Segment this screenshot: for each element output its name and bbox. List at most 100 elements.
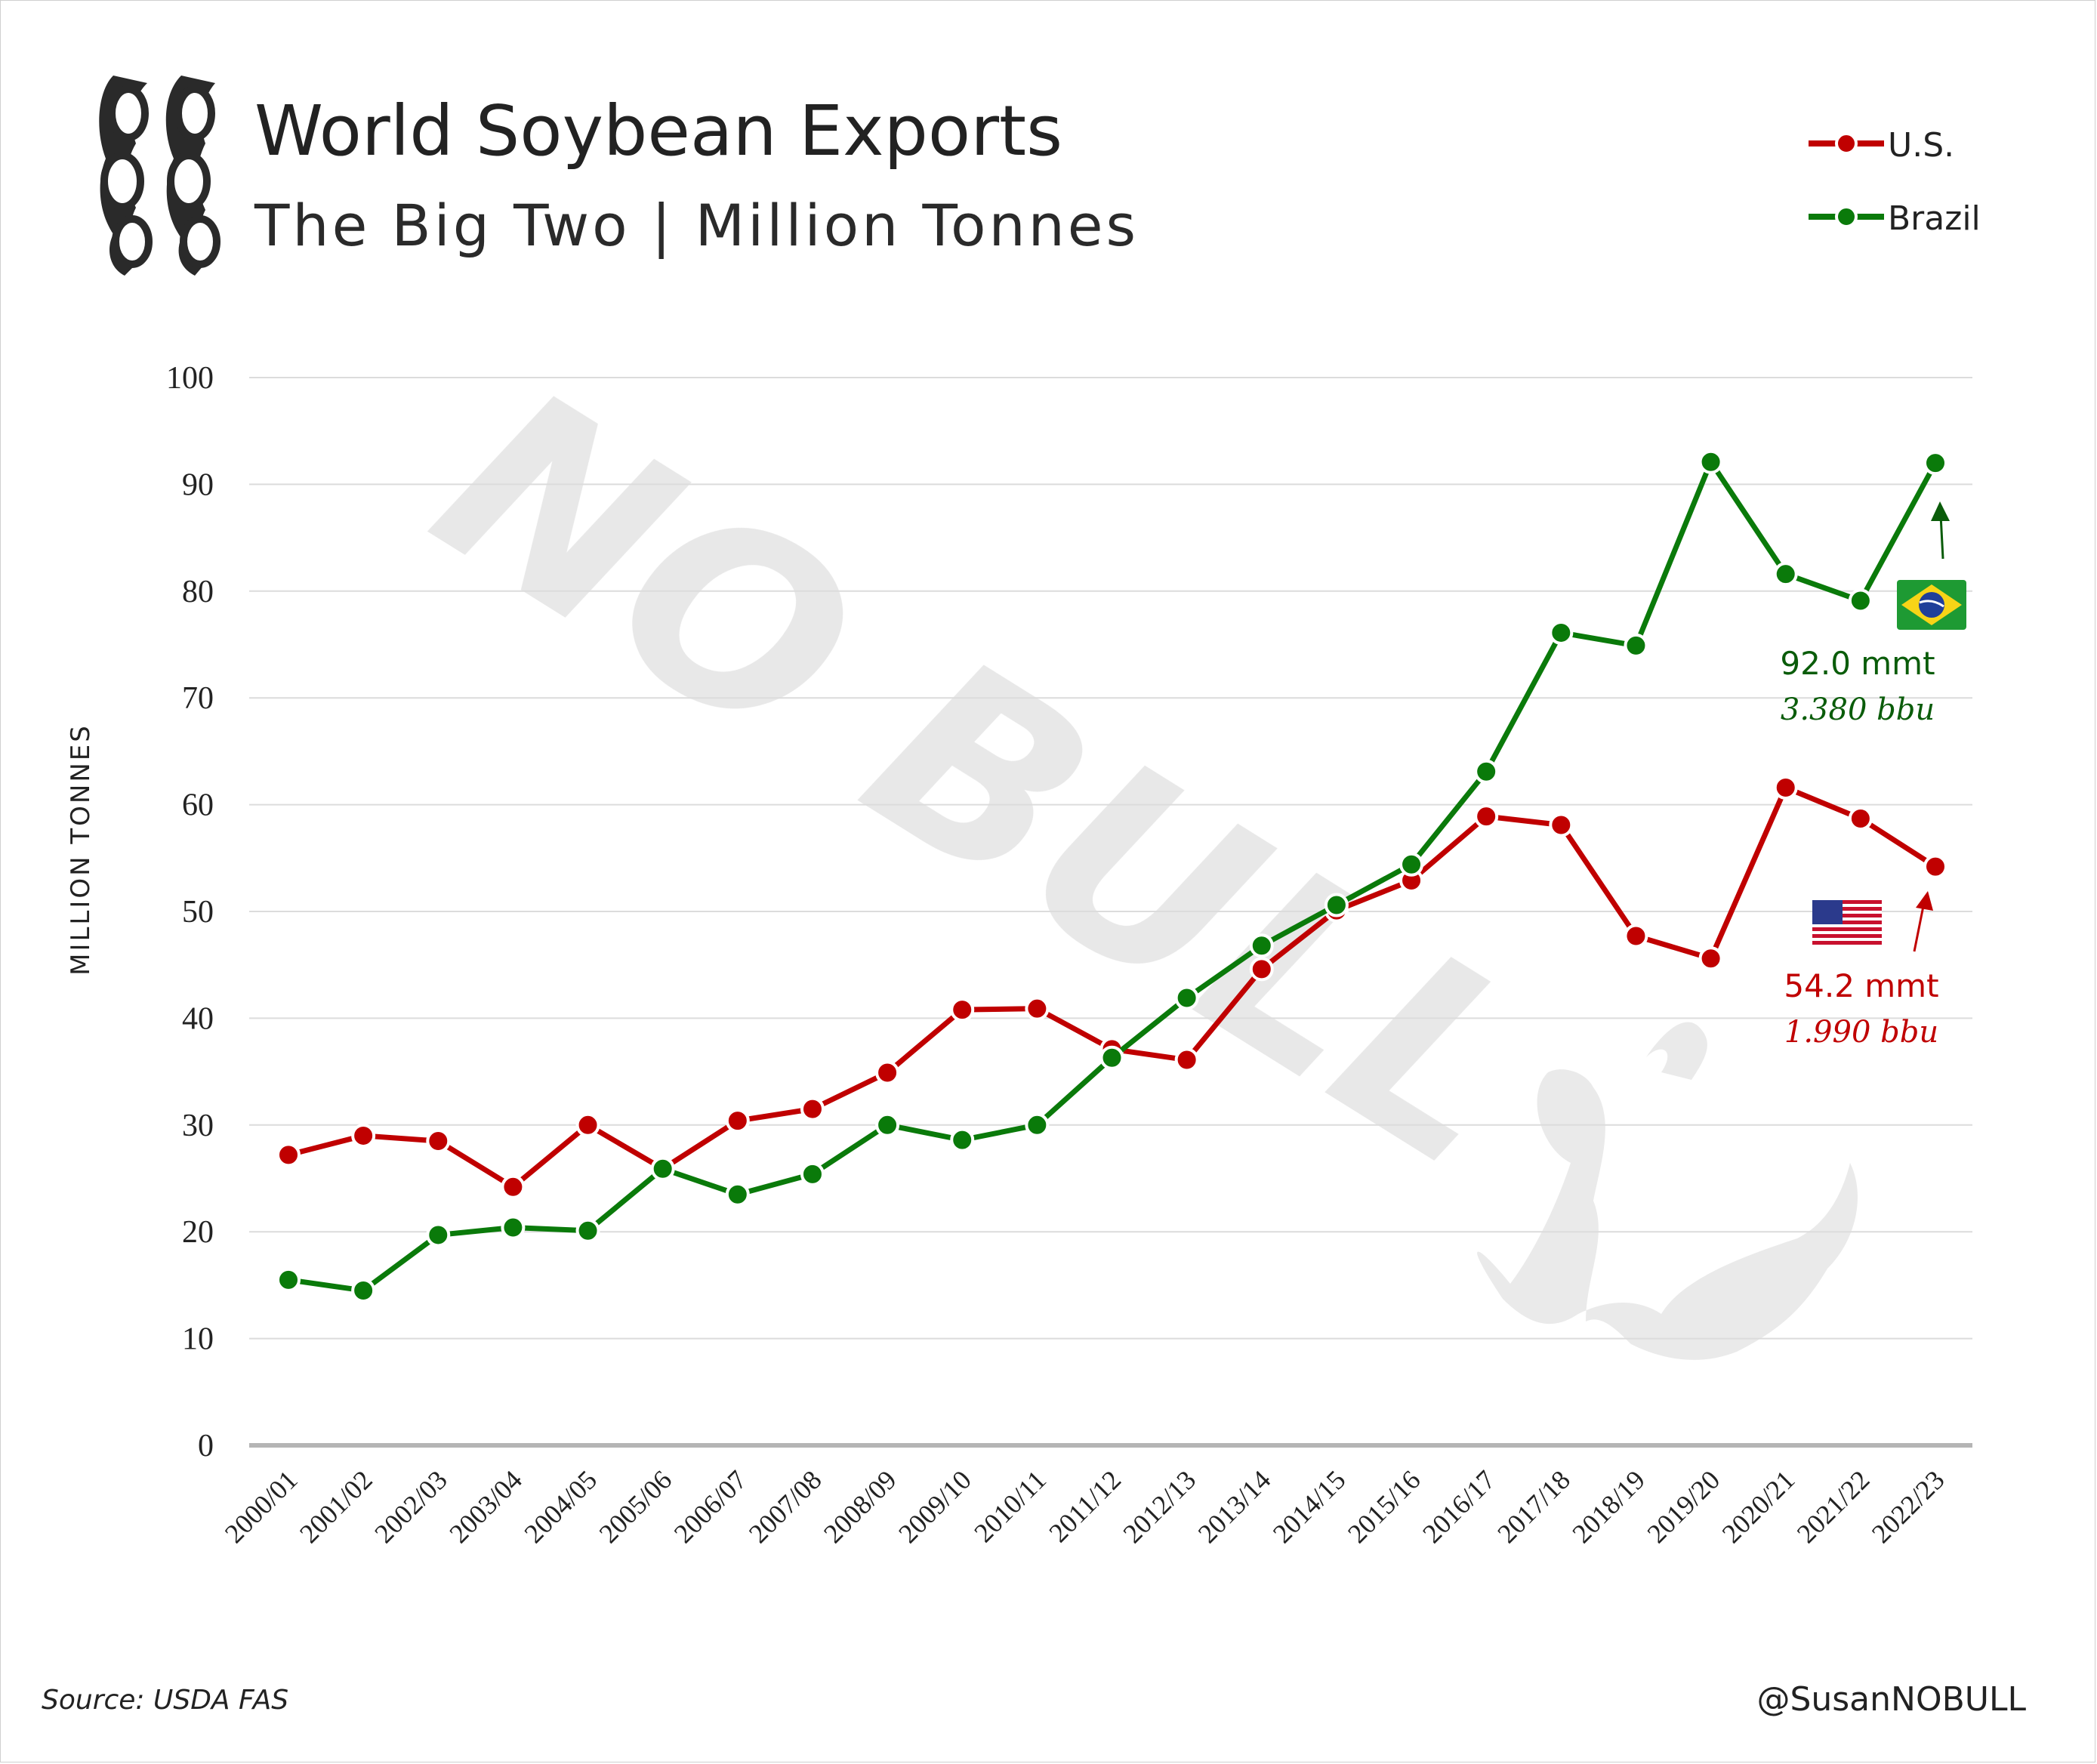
data-point [800, 1096, 825, 1121]
x-tick-label: 2008/09 [818, 1464, 902, 1549]
data-point [501, 1174, 526, 1199]
data-point [575, 1218, 600, 1243]
annotation-brazil-line1: 92.0 mmt [1780, 645, 1935, 682]
series-layer [276, 449, 1947, 1303]
x-tick-label: 2003/04 [443, 1464, 528, 1549]
x-tick-label: 2016/17 [1417, 1464, 1501, 1549]
x-tick-label: 2019/20 [1642, 1464, 1726, 1549]
annotation-brazil-line2: 3.380 bbu [1781, 692, 1935, 727]
x-tick-label: 2015/16 [1342, 1464, 1426, 1549]
chart-subtitle: The Big Two | Million Tonnes [254, 192, 1139, 260]
data-point [1624, 924, 1648, 948]
data-point [1174, 1047, 1199, 1072]
data-point [1249, 957, 1274, 982]
data-point [1549, 813, 1574, 837]
data-point [1549, 620, 1574, 645]
x-tick-label: 2018/19 [1566, 1464, 1651, 1549]
data-point [1474, 804, 1499, 829]
data-point [1848, 806, 1873, 831]
data-point [276, 1267, 301, 1292]
x-tick-label: 2009/10 [893, 1464, 977, 1549]
annotation-us-line1: 54.2 mmt [1784, 967, 1938, 1004]
data-point [1324, 893, 1349, 917]
data-point [1025, 1112, 1050, 1137]
x-tick-label: 2002/03 [369, 1464, 453, 1549]
data-point [1025, 996, 1050, 1021]
legend-us-marker [1835, 132, 1858, 155]
data-point [1848, 588, 1873, 613]
y-axis-label: MILLION TONNES [66, 723, 96, 976]
gridlines [249, 377, 1972, 1340]
x-tick-label: 2014/15 [1267, 1464, 1352, 1549]
x-tick-label: 2004/05 [518, 1464, 603, 1549]
brazil-flag-icon [1897, 580, 1966, 630]
x-tick-label: 2001/02 [294, 1464, 378, 1549]
data-point [725, 1182, 750, 1207]
legend-brazil-marker [1835, 205, 1858, 228]
y-axis-ticks: 0 10 20 30 40 50 60 70 80 90 100 [166, 361, 214, 1463]
data-point [575, 1112, 600, 1137]
legend: U.S. Brazil [1809, 126, 1981, 238]
x-tick-label: 2006/07 [668, 1464, 753, 1549]
x-tick-label: 2013/14 [1192, 1464, 1277, 1549]
annotation-us-line2: 1.990 bbu [1784, 1015, 1938, 1050]
x-tick-label: 2012/13 [1118, 1464, 1202, 1549]
data-point [1773, 775, 1798, 800]
legend-us-label: U.S. [1888, 126, 1954, 165]
chart-title: World Soybean Exports [254, 91, 1062, 171]
series-brazil [276, 449, 1947, 1303]
data-point [1624, 633, 1648, 658]
annotation-us: 54.2 mmt 1.990 bbu [1784, 891, 1939, 1050]
x-tick-label: 2020/21 [1716, 1464, 1801, 1549]
data-point [950, 998, 975, 1022]
arrow-up-icon [1931, 501, 1950, 521]
data-point [725, 1109, 750, 1133]
annotation-us-arrow [1913, 905, 1925, 952]
x-axis-ticks: 2000/012001/022002/032003/042004/052005/… [219, 1464, 1951, 1549]
data-point [1923, 854, 1947, 879]
annotation-brazil-arrow [1939, 514, 1944, 560]
watermark-text: NO BULL [392, 332, 1577, 1223]
y-tick-label: 50 [182, 895, 214, 930]
soybean-pod-icon [99, 76, 220, 276]
data-point [351, 1123, 376, 1148]
bull-watermark-icon [1477, 1022, 1858, 1360]
x-tick-label: 2022/23 [1866, 1464, 1951, 1549]
y-tick-label: 70 [182, 681, 214, 716]
data-point [276, 1143, 301, 1167]
footer-source: Source: USDA FAS [42, 1685, 288, 1716]
footer-handle: @SusanNOBULL [1756, 1680, 2026, 1719]
legend-item-brazil: Brazil [1809, 199, 1981, 238]
data-point [1099, 1045, 1124, 1070]
data-point [501, 1215, 526, 1240]
y-tick-label: 10 [182, 1322, 214, 1357]
y-tick-label: 80 [182, 575, 214, 609]
y-tick-label: 40 [182, 1001, 214, 1036]
legend-brazil-label: Brazil [1888, 199, 1981, 238]
data-point [875, 1112, 900, 1137]
x-tick-label: 2005/06 [594, 1464, 678, 1549]
data-point [1698, 449, 1723, 474]
y-tick-label: 60 [182, 788, 214, 823]
data-point [426, 1129, 451, 1154]
y-tick-label: 20 [182, 1215, 214, 1250]
data-point [1249, 933, 1274, 958]
data-point [1399, 852, 1424, 877]
data-point [1698, 946, 1723, 971]
x-tick-label: 2021/22 [1791, 1464, 1876, 1549]
y-tick-label: 90 [182, 467, 214, 502]
x-tick-label: 2000/01 [219, 1464, 304, 1549]
legend-item-us: U.S. [1809, 126, 1954, 165]
x-tick-label: 2007/08 [743, 1464, 828, 1549]
data-point [426, 1223, 451, 1247]
data-point [875, 1060, 900, 1085]
arrow-up-icon [1916, 891, 1933, 911]
x-tick-label: 2017/18 [1491, 1464, 1576, 1549]
data-point [1923, 451, 1947, 476]
data-point [351, 1278, 376, 1303]
data-point [950, 1127, 975, 1152]
data-point [1174, 985, 1199, 1010]
x-tick-label: 2011/12 [1043, 1464, 1127, 1548]
watermark: NO BULL [392, 332, 1858, 1360]
